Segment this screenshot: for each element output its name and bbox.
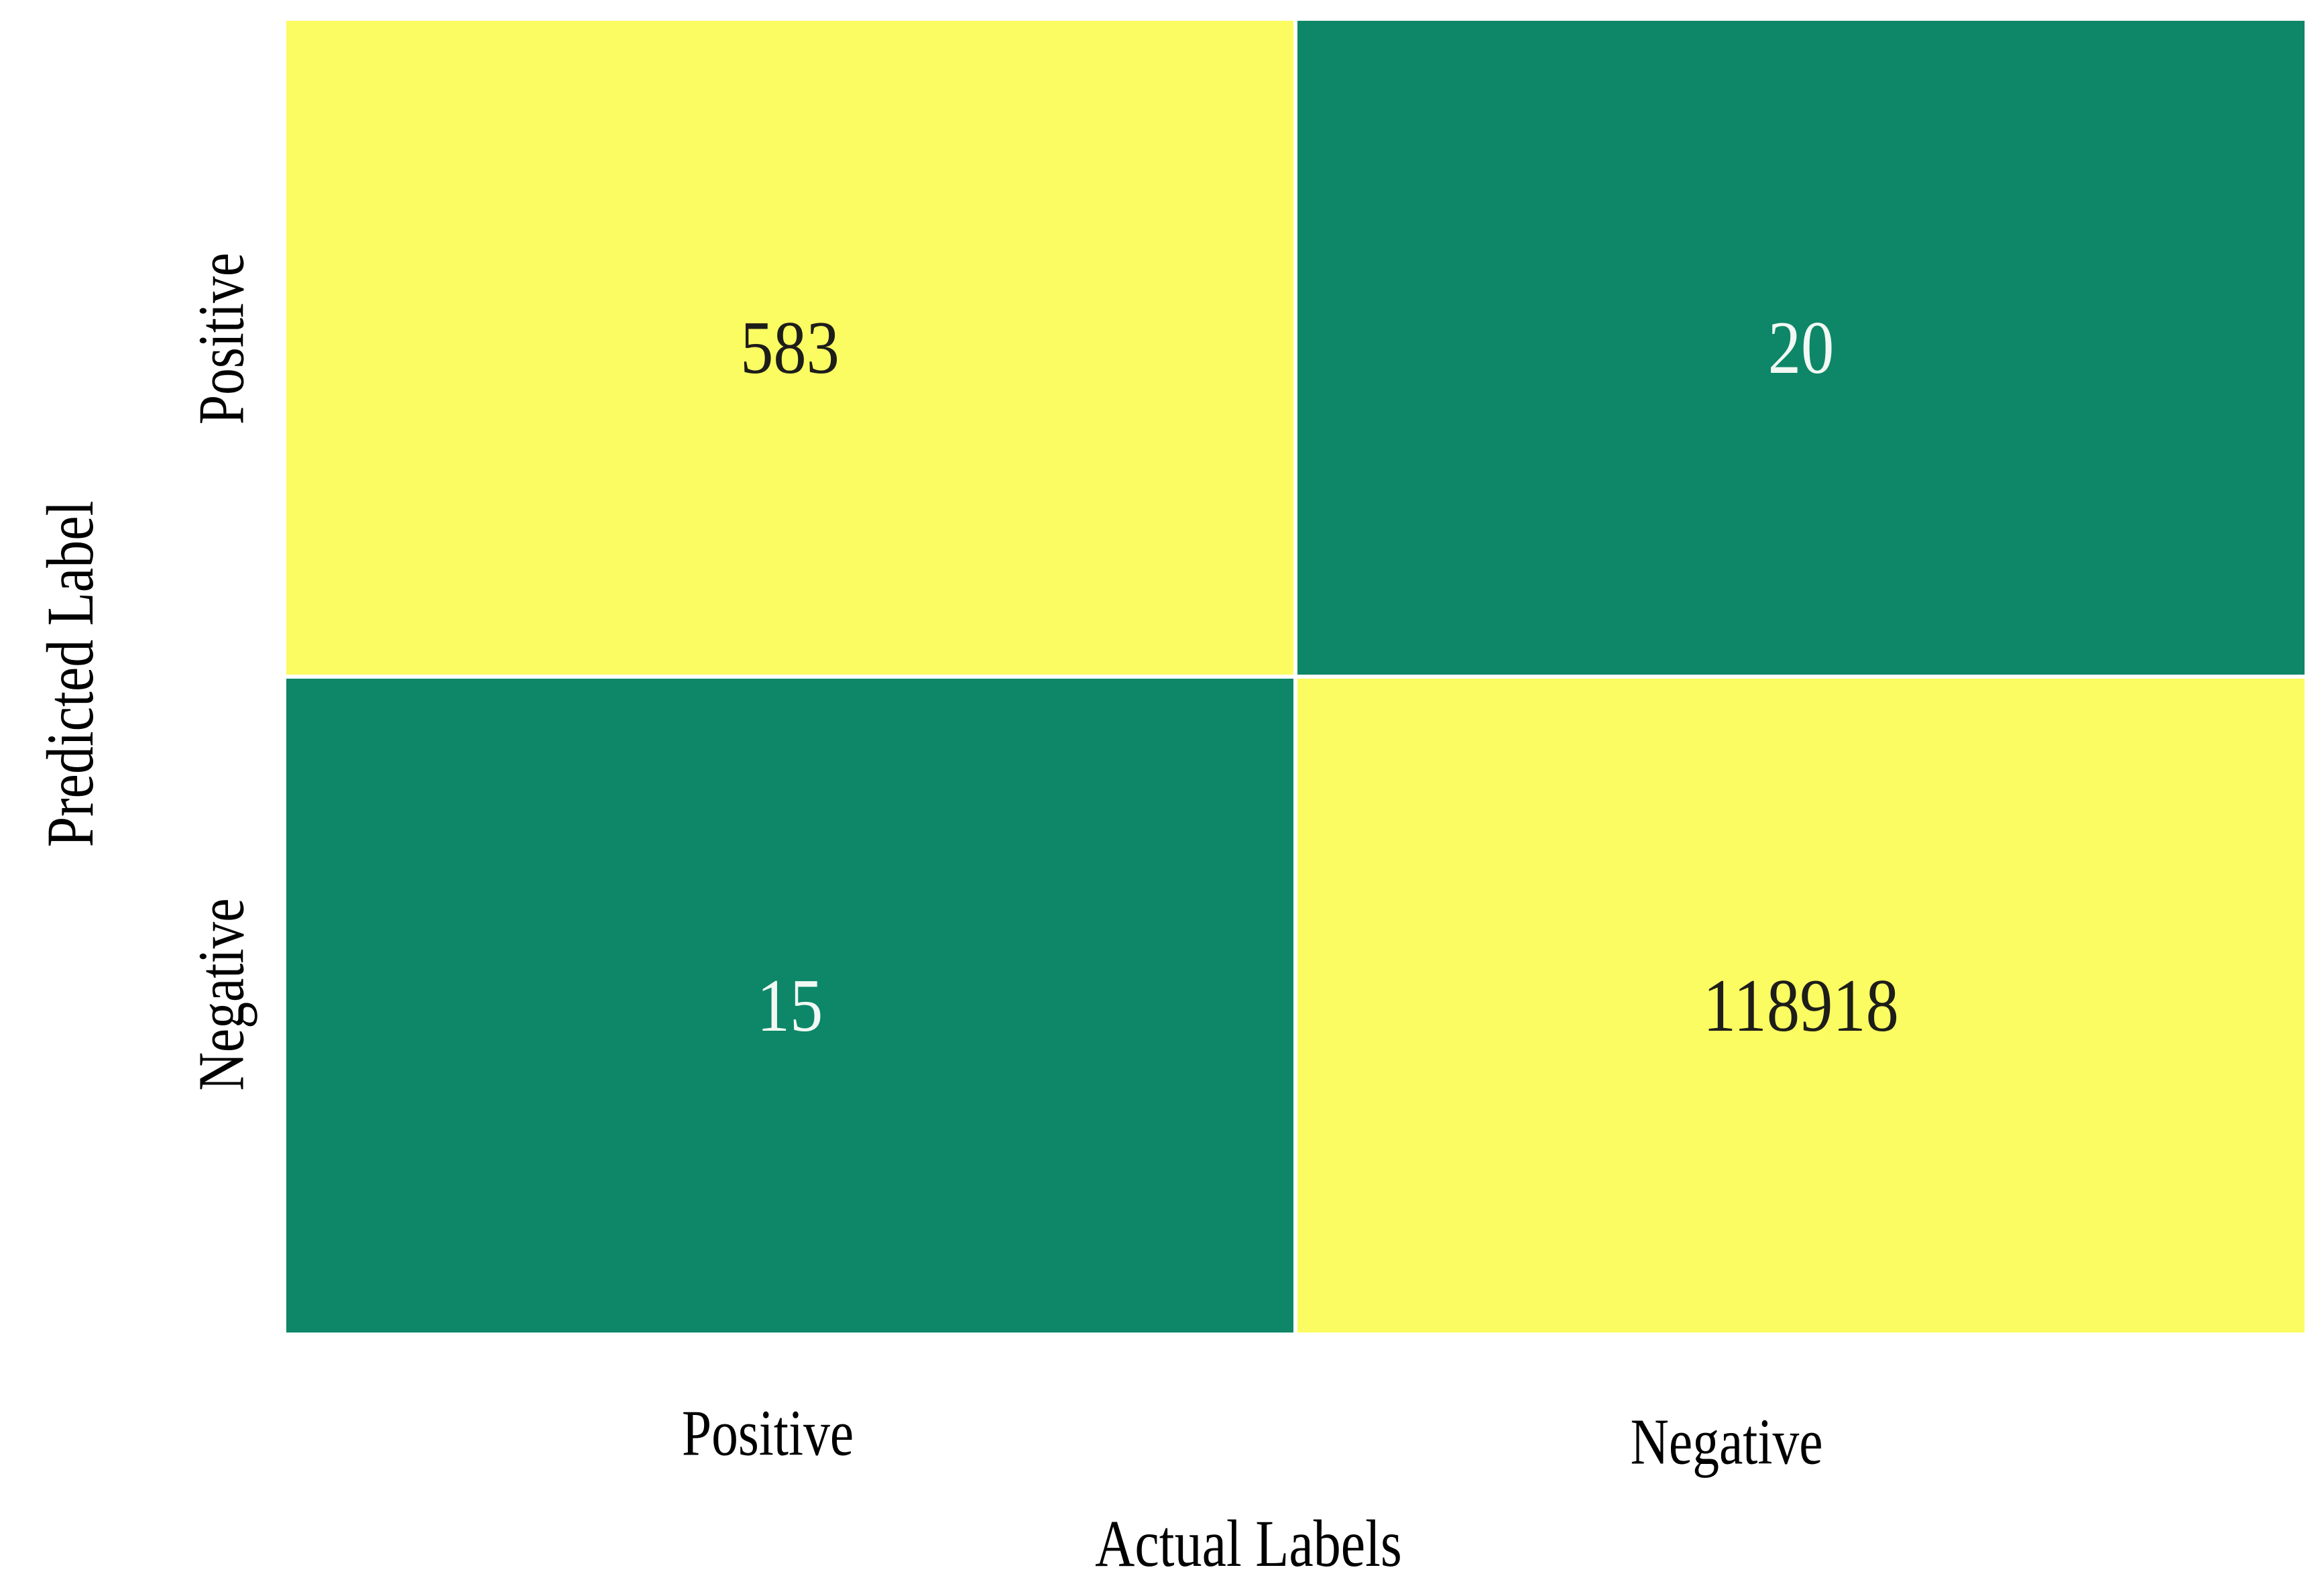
y-tick-positive: Positive [185,252,257,425]
x-tick-positive: Positive [681,1397,854,1469]
cell-predicted-positive-actual-negative: 20 [1297,21,2305,675]
cell-value: 15 [756,964,823,1047]
cell-predicted-positive-actual-positive: 583 [286,21,1293,675]
x-axis-title: Actual Labels [1095,1506,1402,1581]
cell-value: 20 [1767,306,1835,390]
cell-value: 583 [740,306,839,390]
cell-predicted-negative-actual-negative: 118918 [1297,679,2305,1332]
y-axis-title: Predicted Label [33,500,107,848]
heatmap-grid: 583 20 15 118918 [284,19,2307,1335]
y-tick-negative: Negative [185,898,257,1091]
cell-value: 118918 [1702,964,1900,1047]
x-tick-negative: Negative [1630,1406,1823,1478]
cell-predicted-negative-actual-positive: 15 [286,679,1293,1332]
